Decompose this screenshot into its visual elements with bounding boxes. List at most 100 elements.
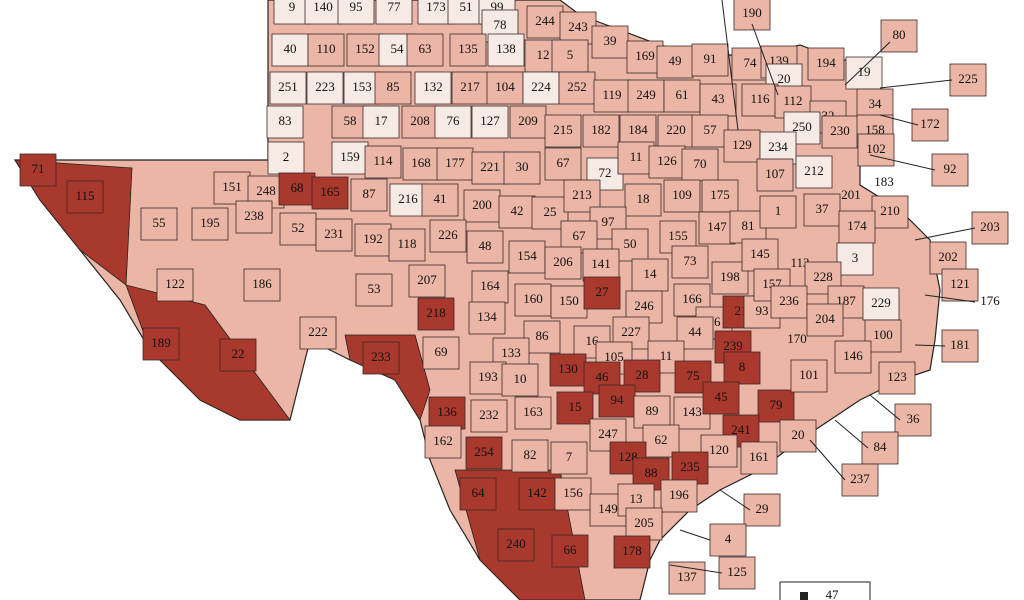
county bbox=[19, 153, 57, 187]
county-label: 163 bbox=[523, 404, 543, 419]
county-label: 161 bbox=[749, 449, 769, 464]
county bbox=[624, 183, 662, 217]
county-label: 11 bbox=[660, 348, 673, 363]
county-label: 29 bbox=[756, 501, 769, 516]
county bbox=[671, 451, 709, 485]
county bbox=[350, 178, 388, 212]
county-label: 140 bbox=[313, 0, 333, 14]
county-label: 77 bbox=[388, 0, 402, 14]
county-label: 3 bbox=[852, 250, 859, 265]
county-label: 121 bbox=[950, 276, 970, 291]
county bbox=[821, 115, 859, 149]
county bbox=[267, 141, 305, 175]
county-label: 41 bbox=[434, 191, 447, 206]
county-label: 172 bbox=[920, 116, 940, 131]
county-label: 145 bbox=[750, 246, 770, 261]
county-label: 137 bbox=[677, 569, 697, 584]
county-label: 120 bbox=[709, 442, 729, 457]
county bbox=[434, 105, 472, 139]
county-label: 125 bbox=[727, 564, 747, 579]
county bbox=[266, 105, 304, 139]
county-label: 69 bbox=[435, 344, 448, 359]
county-label: 246 bbox=[634, 298, 654, 313]
county bbox=[691, 43, 729, 77]
county-label: 118 bbox=[397, 236, 416, 251]
legend-swatch bbox=[800, 592, 808, 600]
county-label: 11 bbox=[630, 149, 643, 164]
county bbox=[389, 183, 427, 217]
county bbox=[406, 33, 444, 67]
county bbox=[269, 71, 307, 105]
county-label: 79 bbox=[770, 397, 783, 412]
county bbox=[691, 114, 729, 148]
county-label: 54 bbox=[391, 41, 405, 56]
county-label: 4 bbox=[725, 531, 732, 546]
county-label: 136 bbox=[437, 404, 457, 419]
county-label: 190 bbox=[742, 5, 762, 20]
county-label: 91 bbox=[704, 51, 717, 66]
county bbox=[841, 463, 879, 497]
county bbox=[219, 338, 257, 372]
county-label: 20 bbox=[778, 71, 791, 86]
county bbox=[514, 283, 552, 317]
county bbox=[522, 71, 560, 105]
county bbox=[556, 391, 594, 425]
county-label: 2 bbox=[283, 149, 290, 164]
county bbox=[894, 403, 932, 437]
county bbox=[633, 395, 671, 429]
county-label: 126 bbox=[657, 153, 677, 168]
county bbox=[550, 285, 588, 319]
county-label: 229 bbox=[871, 295, 891, 310]
county bbox=[582, 114, 620, 148]
county-label: 86 bbox=[536, 328, 550, 343]
county-label: 151 bbox=[222, 179, 242, 194]
county-label: 64 bbox=[472, 485, 486, 500]
county bbox=[941, 329, 979, 363]
county-label: 248 bbox=[256, 183, 276, 198]
county-label: 43 bbox=[712, 91, 725, 106]
county-label: 164 bbox=[480, 278, 500, 293]
county-label: 25 bbox=[544, 204, 557, 219]
county-label: 153 bbox=[352, 79, 372, 94]
county-label: 158 bbox=[865, 122, 885, 137]
county-label: 233 bbox=[371, 349, 391, 364]
county bbox=[663, 179, 701, 213]
county-label: 93 bbox=[756, 303, 769, 318]
county bbox=[486, 71, 524, 105]
county-label: 178 bbox=[622, 543, 642, 558]
county bbox=[471, 270, 509, 304]
county bbox=[374, 71, 412, 105]
county-label: 5 bbox=[567, 47, 574, 62]
county bbox=[790, 359, 828, 393]
county-label: 252 bbox=[567, 79, 587, 94]
county bbox=[306, 71, 344, 105]
county-label: 254 bbox=[474, 444, 494, 459]
county bbox=[388, 228, 426, 262]
county-label: 147 bbox=[707, 219, 727, 234]
county-label: 68 bbox=[291, 180, 304, 195]
county-label: 241 bbox=[731, 422, 751, 437]
county bbox=[304, 0, 342, 25]
county bbox=[931, 153, 969, 187]
county bbox=[700, 434, 738, 468]
county bbox=[156, 268, 194, 302]
county bbox=[459, 477, 497, 511]
county bbox=[759, 195, 797, 229]
county bbox=[465, 436, 503, 470]
county bbox=[343, 71, 381, 105]
county-label: 208 bbox=[410, 113, 430, 128]
county-label: 165 bbox=[320, 184, 340, 199]
legend-label: 47 bbox=[826, 587, 840, 600]
county-label: 216 bbox=[398, 191, 418, 206]
county-label: 181 bbox=[950, 337, 970, 352]
county-label: 247 bbox=[598, 426, 618, 441]
county bbox=[401, 105, 439, 139]
county bbox=[463, 189, 501, 223]
county-label: 17 bbox=[375, 113, 389, 128]
county-label: 14 bbox=[644, 266, 658, 281]
county-label: 232 bbox=[479, 407, 499, 422]
county-label: 12 bbox=[537, 47, 550, 62]
county-label: 130 bbox=[558, 361, 578, 376]
county-label: 92 bbox=[944, 161, 957, 176]
county bbox=[709, 523, 747, 557]
